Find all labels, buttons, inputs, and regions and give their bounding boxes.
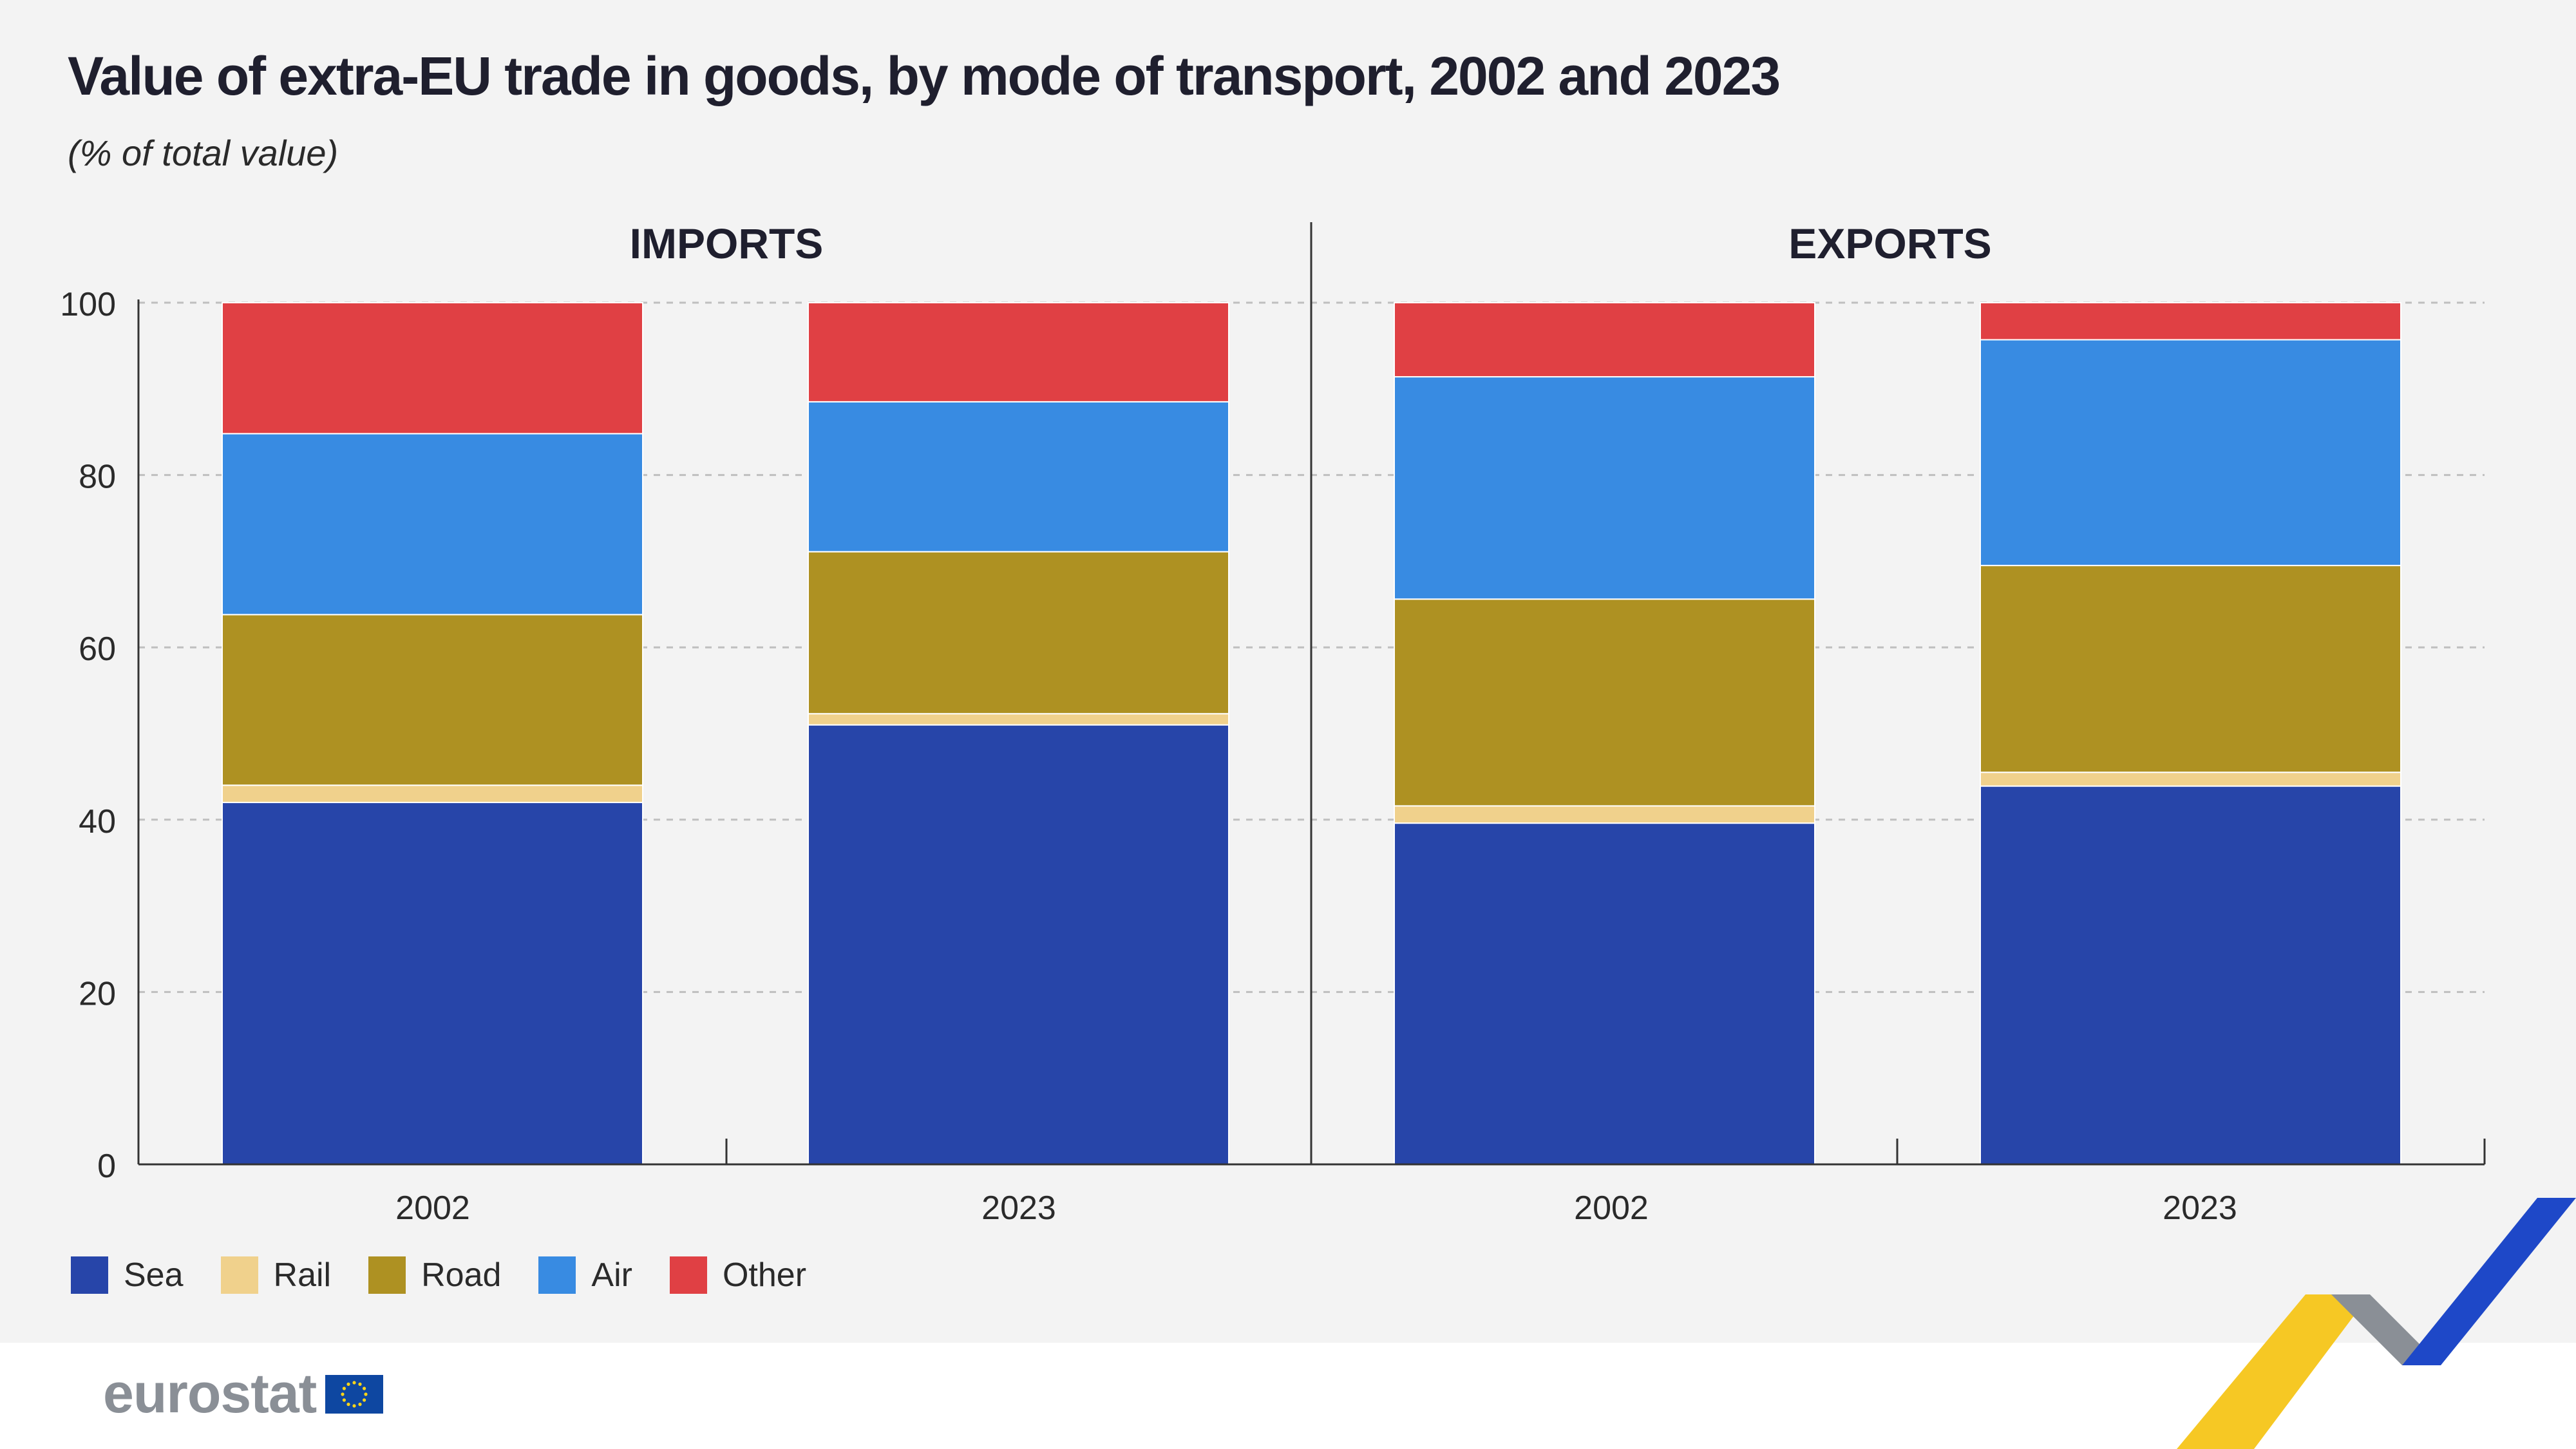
footer-bar [0,1343,2576,1449]
bar-segment-exports-2002-air [1394,376,1815,600]
bar-segment-imports-2023-air [808,401,1229,553]
legend-label-road: Road [421,1256,502,1294]
bar-segment-exports-2023-road [1980,565,2401,773]
y-tick-label: 60 [79,630,116,668]
legend-swatch-rail [220,1256,258,1294]
bar-segment-imports-2023-sea [808,724,1229,1165]
chart-title: Value of extra-EU trade in goods, by mod… [68,46,1781,106]
legend-item-air[interactable]: Air [538,1256,632,1294]
legend-label-air: Air [591,1256,632,1294]
bar-segment-exports-2023-rail [1980,772,2401,787]
bar-segment-exports-2023-air [1980,339,2401,567]
bar-segment-imports-2002-rail [222,784,643,804]
bar-segment-imports-2002-road [222,614,643,786]
y-tick-label: 100 [60,286,116,323]
legend-item-road[interactable]: Road [368,1256,501,1294]
bar-segment-exports-2023-sea [1980,785,2401,1166]
eu-flag-icon [325,1374,384,1414]
bar-segment-imports-2002-sea [222,802,643,1166]
bar-segment-exports-2023-other [1980,302,2401,341]
chart-subtitle: (% of total value) [68,133,339,173]
bar-segment-imports-2023-other [808,302,1229,402]
x-tick-label: 2002 [1574,1189,1649,1227]
x-tick-label: 2023 [2163,1189,2237,1227]
legend-swatch-road [368,1256,406,1294]
y-tick-label: 20 [79,975,116,1012]
bar-segment-exports-2002-rail [1394,805,1815,824]
legend-item-rail[interactable]: Rail [220,1256,332,1294]
y-tick-label: 40 [79,803,116,840]
y-tick-label: 0 [97,1148,116,1185]
imports-panel-title: IMPORTS [629,220,824,267]
chart-legend: Sea Rail Road Air Other [71,1256,806,1294]
bar-segment-exports-2002-other [1394,302,1815,378]
legend-label-sea: Sea [124,1256,184,1294]
exports-panel-title: EXPORTS [1788,220,1992,267]
legend-swatch-other [669,1256,707,1294]
legend-label-rail: Rail [273,1256,332,1294]
bar-segment-imports-2002-air [222,433,643,616]
legend-swatch-sea [71,1256,108,1294]
y-tick-label: 80 [79,459,116,496]
x-tick-label: 2002 [395,1189,470,1227]
eurostat-logo[interactable]: eurostat [103,1362,384,1426]
legend-item-sea[interactable]: Sea [71,1256,184,1294]
bar-segment-imports-2023-rail [808,713,1229,726]
legend-item-other[interactable]: Other [669,1256,807,1294]
logo-text: eurostat [103,1363,317,1425]
bar-segment-exports-2002-sea [1394,822,1815,1165]
legend-swatch-air [538,1256,576,1294]
legend-label-other: Other [722,1256,807,1294]
x-tick-label: 2023 [981,1189,1056,1227]
decorative-corner-graphic [2177,1198,2576,1449]
bar-segment-imports-2023-road [808,551,1229,715]
bar-segment-exports-2002-road [1394,598,1815,807]
bar-segment-imports-2002-other [222,302,643,435]
